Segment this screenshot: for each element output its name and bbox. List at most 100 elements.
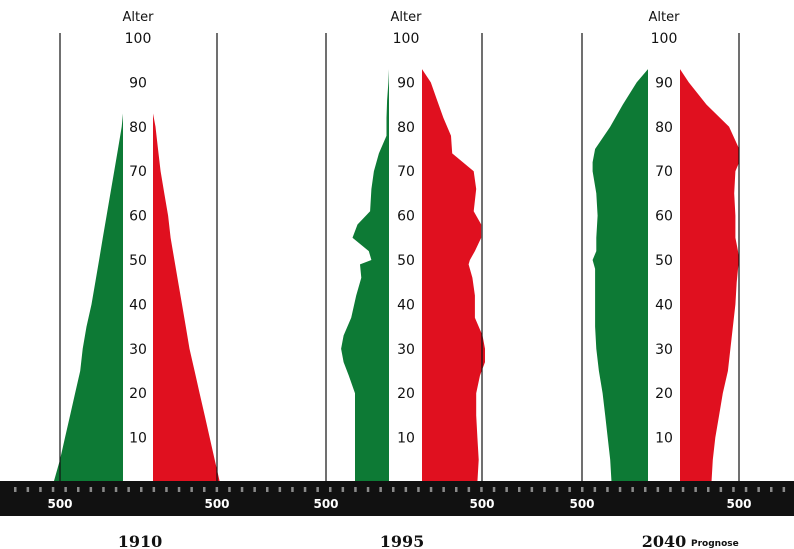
pyramid-2040-age-tick: 80 [655, 120, 673, 136]
pyramid-2040-left-series [592, 69, 648, 482]
x-axis-minor-tick [392, 487, 395, 492]
x-axis-minor-tick [593, 487, 597, 492]
x-axis-minor-tick [354, 487, 357, 492]
x-axis-minor-tick [379, 487, 382, 492]
x-axis-minor-tick [240, 487, 244, 492]
pyramid-1995-age-tick: 90 [397, 75, 415, 91]
pyramid-2040-age-tick: 70 [655, 164, 673, 180]
x-axis-minor-tick [555, 487, 559, 492]
x-axis-strip: 500 500 500 500 500 500 [0, 481, 794, 516]
pyramid-1995-age-tick: 20 [397, 386, 415, 402]
x-axis-minor-tick [140, 487, 143, 492]
pyramid-2040-x-tick-left: 500 [569, 497, 594, 511]
pyramid-1995-age-tick: 80 [397, 120, 415, 136]
x-axis-minor-tick [26, 487, 30, 492]
x-axis-minor-tick [681, 487, 685, 492]
x-axis-minor-tick [518, 487, 521, 492]
pyramid-2040-age-tick: 40 [655, 297, 673, 313]
x-axis-minor-tick [341, 487, 345, 492]
x-axis-minor-tick [14, 487, 17, 492]
x-axis-minor-tick [669, 487, 672, 492]
x-axis-minor-tick [165, 487, 168, 492]
x-axis-minor-tick [543, 487, 546, 492]
x-axis-minor-tick [316, 487, 319, 492]
x-axis-minor-tick [266, 487, 269, 492]
x-axis-minor-tick [366, 487, 370, 492]
x-axis-minor-tick [127, 487, 130, 492]
pyramid-2040-age-tick: 50 [655, 253, 673, 269]
x-axis-minor-tick [417, 487, 420, 492]
x-axis-minor-tick [77, 487, 80, 492]
pyramid-1910-year-label: 1910 [118, 532, 163, 549]
x-axis-minor-tick [770, 487, 773, 492]
pyramid-1995-age-tick: 40 [397, 297, 415, 313]
pyramid-1910-age-tick: 60 [129, 209, 147, 225]
x-axis-minor-tick [303, 487, 307, 492]
pyramid-2040-axis-title: Alter [649, 10, 681, 25]
pyramid-1910-right-series [153, 113, 220, 482]
x-axis-minor-tick [530, 487, 534, 492]
pyramid-1995-age-tick: 60 [397, 209, 415, 225]
x-axis-minor-tick [89, 487, 93, 492]
x-axis-minor-tick [694, 487, 697, 492]
pyramid-1910-age-tick: 50 [129, 253, 147, 269]
x-axis-minor-tick [228, 487, 231, 492]
x-axis-minor-tick [253, 487, 256, 492]
pyramid-1910-age-tick: 70 [129, 164, 147, 180]
pyramid-1910-age-tick: 20 [129, 386, 147, 402]
pyramid-1995-x-tick-left: 500 [313, 497, 338, 511]
pyramid-1995-age-tick: 70 [397, 164, 415, 180]
x-axis-minor-tick [644, 487, 647, 492]
x-axis-minor-tick [152, 487, 156, 492]
x-axis-minor-tick [429, 487, 433, 492]
x-axis-minor-tick [291, 487, 294, 492]
gridlines-layer [59, 33, 740, 482]
x-axis-minor-tick [442, 487, 445, 492]
pyramid-2040-age-tick: 60 [655, 209, 673, 225]
x-axis-minor-tick [455, 487, 458, 492]
pyramid-1995-age-tick: 30 [397, 342, 415, 358]
x-axis-minor-tick [329, 487, 332, 492]
x-axis-minor-tick [656, 487, 660, 492]
bars-layer [53, 69, 740, 482]
pyramid-1995-right-series [422, 69, 485, 482]
pyramid-1910-x-tick-left: 500 [47, 497, 72, 511]
x-axis-minor-tick [744, 487, 748, 492]
pyramid-1910-age-tick: 10 [129, 431, 147, 447]
pyramid-1910-age-tick: 90 [129, 75, 147, 91]
pyramid-1910-age-tick: 100 [125, 31, 152, 47]
x-axis-minor-tick [215, 487, 219, 492]
x-axis-minor-tick [782, 487, 786, 492]
x-axis-minor-tick [404, 487, 408, 492]
x-axis-minor-tick [757, 487, 760, 492]
x-axis-minor-tick [203, 487, 206, 492]
pyramid-1995-left-series [341, 69, 389, 482]
pyramid-2040-age-tick: 90 [655, 75, 673, 91]
pyramid-2040-age-tick: 100 [651, 31, 678, 47]
x-axis-minor-tick [64, 487, 67, 492]
pyramid-1910-age-tick: 30 [129, 342, 147, 358]
x-axis-minor-tick [732, 487, 735, 492]
pyramid-1995-age-tick: 10 [397, 431, 415, 447]
x-axis-minor-tick [102, 487, 105, 492]
pyramid-1995-age-tick: 100 [393, 31, 420, 47]
pyramid-1910-left-series [53, 113, 124, 482]
x-axis-minor-tick [480, 487, 483, 492]
pyramid-1995-age-tick: 50 [397, 253, 415, 269]
x-axis-minor-tick [719, 487, 723, 492]
pyramid-1910-x-tick-right: 500 [204, 497, 229, 511]
x-axis-minor-tick [467, 487, 471, 492]
x-axis-minor-tick [114, 487, 118, 492]
pyramid-1910-axis-title: Alter [123, 10, 155, 25]
x-axis-minor-tick [581, 487, 584, 492]
x-axis-minor-tick [618, 487, 622, 492]
x-axis-minor-tick [568, 487, 571, 492]
labels-layer: Alter 10 20 30 40 50 60 70 80 90 100 1910 Alter 10 20 3… [118, 10, 739, 549]
pyramid-2040-right-series [680, 69, 740, 482]
x-axis-minor-tick [278, 487, 282, 492]
pyramid-2040-year-label: 2040 [642, 532, 687, 549]
pyramid-2040-age-tick: 20 [655, 386, 673, 402]
x-axis-minor-tick [505, 487, 508, 492]
pyramid-1995-year-label: 1995 [380, 532, 425, 549]
